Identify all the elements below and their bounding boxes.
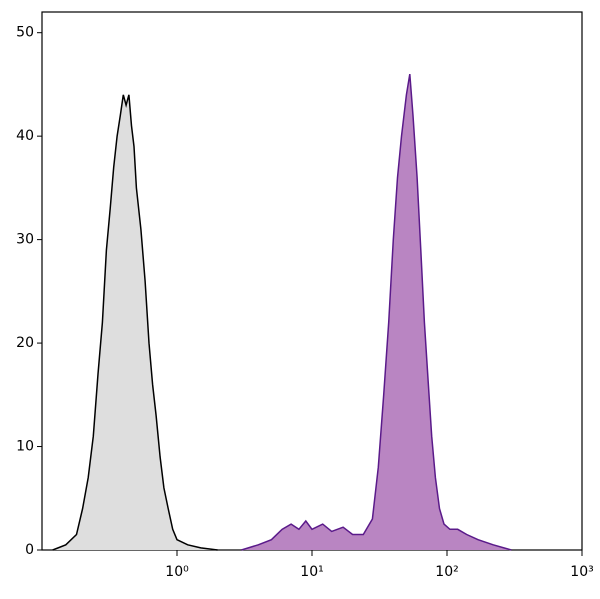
y-tick-label: 50: [16, 25, 34, 41]
x-tick-label: 10⁰: [165, 564, 189, 580]
x-tick-label: 10³: [570, 564, 593, 580]
histogram-line: [52, 94, 218, 551]
histogram-line: [241, 73, 512, 551]
y-tick-label: 40: [16, 128, 34, 144]
y-tick-label: 30: [16, 232, 34, 248]
x-tick-label: 10¹: [300, 564, 323, 580]
y-tick-label: 20: [16, 335, 34, 351]
y-tick-label: 10: [16, 439, 34, 455]
x-tick-label: 10²: [435, 564, 458, 580]
y-tick-label: 0: [25, 542, 34, 558]
